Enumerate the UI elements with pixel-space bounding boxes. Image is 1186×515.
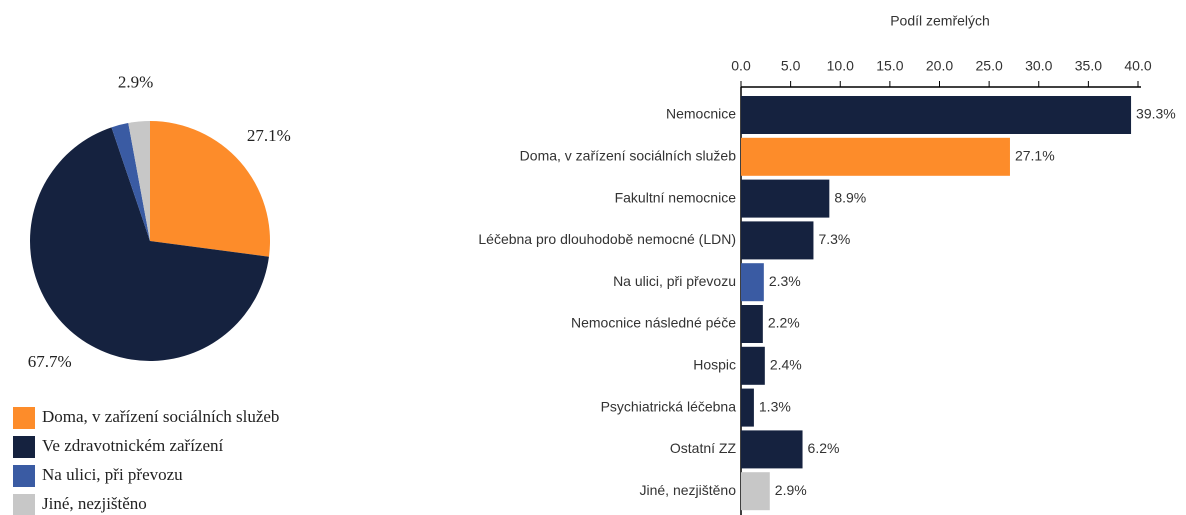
category-label: Hospic bbox=[693, 357, 736, 373]
category-label: Léčebna pro dlouhodobě nemocné (LDN) bbox=[478, 231, 736, 247]
value-label: 2.9% bbox=[775, 482, 807, 498]
slice-label: 67.7% bbox=[28, 352, 72, 371]
legend-label: Jiné, nezjištěno bbox=[42, 494, 147, 513]
pie-slice bbox=[30, 127, 269, 361]
category-label: Na ulici, při převozu bbox=[613, 273, 736, 289]
bar bbox=[741, 472, 770, 511]
value-label: 1.3% bbox=[759, 398, 791, 414]
category-label: Psychiatrická léčebna bbox=[601, 398, 737, 414]
legend-label: Doma, v zařízení sociálních služeb bbox=[42, 407, 279, 426]
x-axis-title: Podíl zemřelých bbox=[890, 13, 990, 29]
legend-label: Na ulici, při převozu bbox=[42, 465, 183, 484]
x-tick-label: 35.0 bbox=[1075, 58, 1102, 74]
value-label: 39.3% bbox=[1136, 106, 1176, 122]
slice-label: 2.9% bbox=[118, 73, 153, 92]
category-label: Nemocnice následné péče bbox=[571, 315, 736, 331]
slice-label: 27.1% bbox=[247, 126, 291, 145]
legend-swatch bbox=[13, 436, 35, 458]
value-label: 2.3% bbox=[769, 273, 801, 289]
pie-slice bbox=[128, 121, 150, 241]
value-label: 2.4% bbox=[770, 357, 802, 373]
value-label: 7.3% bbox=[818, 231, 850, 247]
bar bbox=[741, 221, 814, 260]
bar bbox=[741, 430, 803, 469]
x-tick-label: 30.0 bbox=[1025, 58, 1052, 74]
category-label: Nemocnice bbox=[666, 106, 736, 122]
category-label: Fakultní nemocnice bbox=[615, 189, 737, 205]
x-tick-label: 0.0 bbox=[731, 58, 751, 74]
value-label: 6.2% bbox=[808, 440, 840, 456]
legend-swatch bbox=[13, 494, 35, 515]
x-tick-label: 25.0 bbox=[976, 58, 1003, 74]
bar bbox=[741, 137, 1010, 176]
bar bbox=[741, 346, 765, 385]
category-label: Ostatní ZZ bbox=[670, 440, 737, 456]
legend-swatch bbox=[13, 465, 35, 487]
x-tick-label: 40.0 bbox=[1124, 58, 1151, 74]
legend-label: Ve zdravotnickém zařízení bbox=[42, 436, 224, 455]
x-tick-label: 20.0 bbox=[926, 58, 953, 74]
x-tick-label: 15.0 bbox=[876, 58, 903, 74]
category-label: Jiné, nezjištěno bbox=[639, 482, 736, 498]
pie-slice bbox=[150, 121, 270, 257]
value-label: 27.1% bbox=[1015, 148, 1055, 164]
bar bbox=[741, 388, 754, 427]
bar bbox=[741, 96, 1132, 134]
value-label: 2.2% bbox=[768, 315, 800, 331]
x-tick-label: 5.0 bbox=[781, 58, 801, 74]
bar bbox=[741, 305, 763, 343]
bar bbox=[741, 179, 830, 218]
x-tick-label: 10.0 bbox=[827, 58, 854, 74]
pie-slice bbox=[111, 122, 150, 241]
category-label: Doma, v zařízení sociálních služeb bbox=[520, 148, 737, 164]
value-label: 8.9% bbox=[834, 189, 866, 205]
legend-swatch bbox=[13, 407, 35, 429]
bar bbox=[741, 263, 764, 302]
